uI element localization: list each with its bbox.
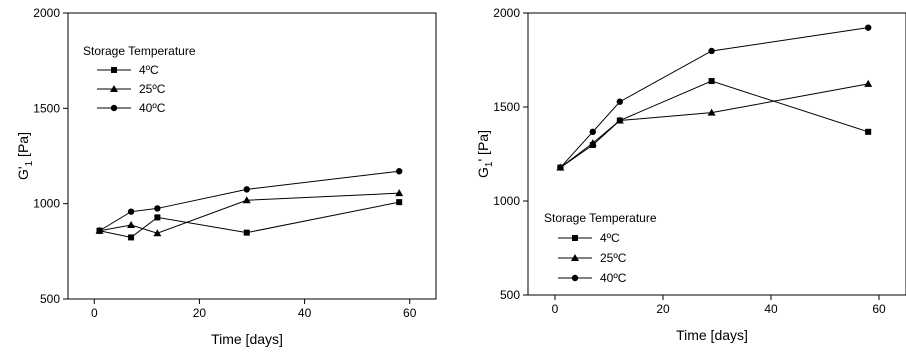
data-point-circle [557, 164, 563, 170]
data-point-circle [396, 168, 402, 174]
legend-marker-circle [111, 105, 117, 111]
y-tick-label: 1500 [493, 100, 520, 114]
y-axis-title-unit: ' [Pa] [475, 130, 491, 161]
data-point-square [396, 199, 402, 205]
y-tick-label: 500 [500, 288, 520, 302]
data-point-square [128, 234, 134, 240]
data-point-square [865, 129, 871, 135]
data-point-circle [154, 205, 160, 211]
x-tick-label: 40 [298, 306, 312, 320]
y-tick-label: 500 [40, 292, 60, 306]
x-axis-title: Time [days] [676, 327, 748, 343]
legend-label: 4ºC [600, 231, 620, 245]
y-axis-title-main: G [475, 167, 491, 178]
x-tick-label: 40 [764, 302, 778, 316]
y-axis-title: G1' [Pa] [475, 130, 495, 178]
right-chart: 0 20 40 60 500 1000 1500 2000 Time [days] G1' [Pa… [475, 6, 906, 343]
data-point-circle [128, 208, 134, 214]
y-tick-label: 1000 [493, 194, 520, 208]
data-point-circle [590, 129, 596, 135]
legend-marker-circle [572, 275, 578, 281]
series-line-2 [560, 84, 868, 168]
data-point-square [154, 214, 160, 220]
data-point-triangle [864, 80, 872, 87]
x-axis-title: Time [days] [211, 331, 283, 347]
legend-title: Storage Temperature [544, 211, 657, 225]
data-point-circle [708, 48, 714, 54]
data-point-square [244, 230, 250, 236]
plot-frame [528, 13, 906, 295]
x-tick-label: 0 [552, 302, 559, 316]
y-tick-label: 1500 [33, 101, 60, 115]
left-chart: 0 20 40 60 500 1000 1500 2000 Time [days] G'1 [Pa… [15, 6, 436, 347]
data-point-triangle [127, 221, 135, 228]
y-axis-title-unit: [Pa] [15, 132, 31, 161]
series-line-1 [560, 81, 868, 167]
x-tick-label: 20 [656, 302, 670, 316]
legend-title: Storage Temperature [83, 44, 196, 58]
data-point-circle [865, 24, 871, 30]
series-line-3 [560, 28, 868, 168]
x-tick-label: 20 [193, 306, 207, 320]
legend-marker-square [111, 67, 117, 73]
legend-marker-square [572, 235, 578, 241]
x-tick-label: 60 [872, 302, 886, 316]
y-tick-label: 2000 [493, 6, 520, 20]
x-tick-label: 60 [403, 306, 417, 320]
y-axis-title-main: G' [15, 166, 31, 180]
data-point-square [709, 78, 715, 84]
data-point-circle [617, 99, 623, 105]
legend-label: 25ºC [600, 251, 627, 265]
x-tick-label: 0 [91, 306, 98, 320]
y-axis-title: G'1 [Pa] [15, 132, 35, 180]
legend-label: 25ºC [139, 82, 166, 96]
data-point-circle [244, 186, 250, 192]
data-point-circle [96, 228, 102, 234]
legend-label: 40ºC [139, 101, 166, 115]
legend-label: 4ºC [139, 63, 159, 77]
y-tick-label: 2000 [33, 6, 60, 20]
data-point-triangle [395, 189, 403, 196]
legend-label: 40ºC [600, 271, 627, 285]
y-tick-label: 1000 [33, 197, 60, 211]
